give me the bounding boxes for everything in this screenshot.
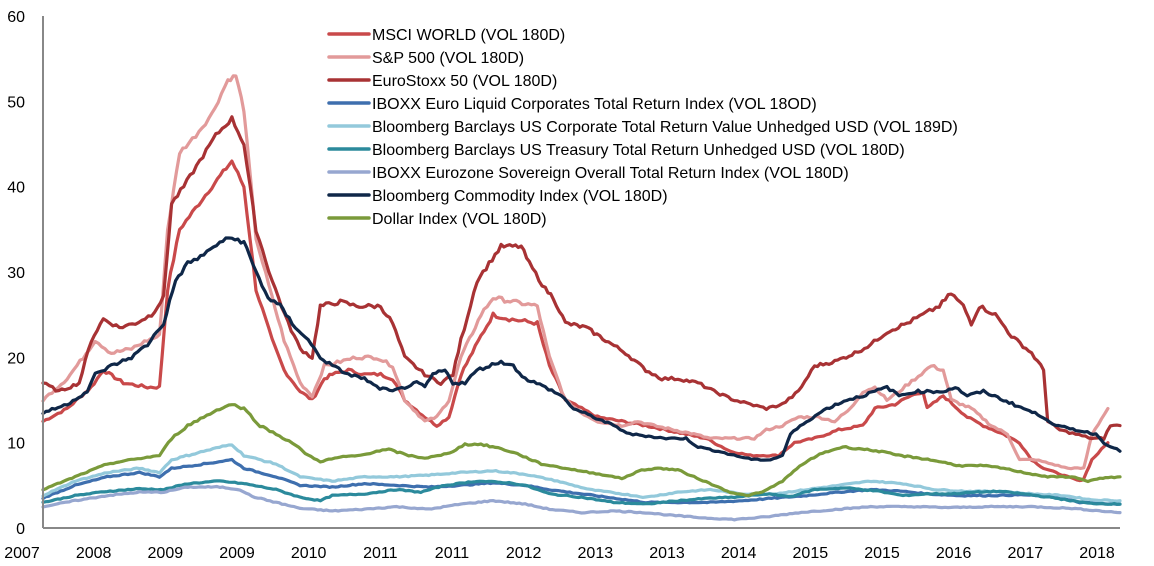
x-tick-label: 2012 — [506, 545, 542, 562]
x-tick-label: 2009 — [219, 545, 255, 562]
x-tick-label: 2009 — [148, 545, 184, 562]
legend-label: EuroStoxx 50 (VOL 180D) — [372, 73, 557, 90]
legend-item: Bloomberg Barclays US Treasury Total Ret… — [327, 142, 905, 159]
x-tick-label: 2013 — [649, 545, 685, 562]
series-line-7 — [41, 484, 1122, 522]
legend-label: IBOXX Eurozone Sovereign Overall Total R… — [372, 165, 849, 182]
x-tick-label: 2015 — [864, 545, 900, 562]
x-tick-label: 2018 — [1079, 545, 1115, 562]
y-tick-label: 10 — [7, 436, 25, 453]
legend-item: MSCI WORLD (VOL 180D) — [327, 27, 565, 44]
series-line-5 — [41, 443, 1122, 503]
legend-label: Bloomberg Barclays US Treasury Total Ret… — [372, 142, 905, 159]
y-tick-label: 30 — [7, 265, 25, 282]
legend-item: Bloomberg Commodity Index (VOL 180D) — [327, 188, 668, 205]
legend-item: IBOXX Eurozone Sovereign Overall Total R… — [327, 165, 849, 182]
legend-item: IBOXX Euro Liquid Corporates Total Retur… — [327, 96, 817, 113]
legend-label: Bloomberg Commodity Index (VOL 180D) — [372, 188, 668, 205]
y-tick-label: 20 — [7, 350, 25, 367]
legend-label: Dollar Index (VOL 180D) — [372, 211, 547, 228]
x-tick-label: 2010 — [291, 545, 327, 562]
legend: MSCI WORLD (VOL 180D) S&P 500 (VOL 180D) E… — [327, 27, 958, 228]
y-tick-label: 60 — [7, 9, 25, 26]
legend-label: IBOXX Euro Liquid Corporates Total Retur… — [372, 96, 817, 113]
series-line-3 — [41, 115, 1122, 441]
series-line-8 — [41, 236, 1122, 462]
x-tick-label: 2013 — [578, 545, 614, 562]
x-tick-label: 2016 — [936, 545, 972, 562]
legend-item: EuroStoxx 50 (VOL 180D) — [327, 73, 557, 90]
x-tick-label: 2017 — [1008, 545, 1044, 562]
x-tick-label: 2015 — [793, 545, 829, 562]
series-line-1 — [41, 159, 1110, 483]
y-tick-labels: 0 10 20 30 40 50 60 — [7, 9, 25, 538]
legend-label: S&P 500 (VOL 180D) — [372, 50, 524, 67]
x-tick-label: 2007 — [4, 545, 40, 562]
y-tick-label: 40 — [7, 180, 25, 197]
series-layer — [41, 74, 1122, 522]
y-tick-label: 0 — [16, 521, 25, 538]
x-tick-label: 2014 — [721, 545, 757, 562]
legend-item: Bloomberg Barclays US Corporate Total Re… — [327, 119, 958, 136]
y-tick-label: 50 — [7, 94, 25, 111]
legend-item: Dollar Index (VOL 180D) — [327, 211, 547, 228]
legend-label: Bloomberg Barclays US Corporate Total Re… — [372, 119, 958, 136]
series-line-9 — [41, 403, 1122, 498]
legend-label: MSCI WORLD (VOL 180D) — [372, 27, 565, 44]
x-tick-label: 2008 — [76, 545, 112, 562]
x-tick-label: 2011 — [435, 545, 470, 562]
x-tick-label: 2011 — [363, 545, 398, 562]
legend-item: S&P 500 (VOL 180D) — [327, 50, 524, 67]
x-tick-labels: 2007 2008 2009 2009 2010 2011 2011 2012 2013 2013… — [4, 545, 1115, 562]
series-line-6 — [41, 479, 1122, 506]
